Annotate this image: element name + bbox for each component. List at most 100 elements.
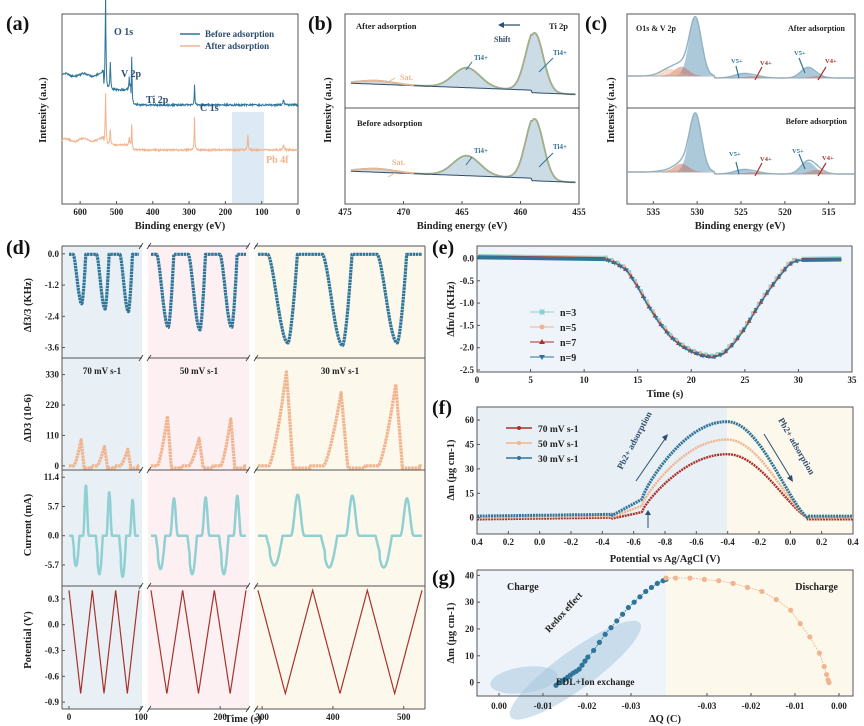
- x-tick-label-a: 0: [296, 207, 301, 217]
- x-tick-label-f: -0.2: [564, 537, 579, 547]
- annotation-v4-1: V4+: [760, 60, 772, 67]
- x-tick-label-e: 35: [848, 375, 858, 385]
- discharge-point: [759, 589, 764, 594]
- discharge-point: [824, 672, 829, 677]
- legend-label-n=9: n=9: [560, 353, 576, 364]
- y-tick-label-d: 11.4: [44, 472, 60, 482]
- y-tick-label-d: 5.7: [48, 501, 60, 511]
- annotation-pb4f: Pb 4f: [266, 155, 289, 166]
- panel-e: (e) 0 5 10 15 20 25 30 35 0.0 -0.5 -1.0 -1.5 -2.0 -2.…: [432, 237, 857, 400]
- y-tick-label-g: 0: [470, 678, 475, 688]
- charge-point: [591, 648, 596, 653]
- shift-arrow-head: [498, 22, 504, 28]
- x-axis-label-f: Potential vs Ag/AgCl (V): [610, 554, 721, 565]
- annotation-sat-before: Sat.: [392, 158, 405, 167]
- x-tick-label-d: 400: [326, 712, 340, 722]
- x-tick-label-c: 525: [734, 207, 748, 217]
- x-axis-label-a: Binding energy (eV): [135, 221, 226, 232]
- series-before-line: [62, 0, 298, 106]
- x-tick-label-f: -0.4: [595, 537, 610, 547]
- annotation-ti4-3: Ti4+: [474, 147, 488, 155]
- subpanel-title-after-b: After adsorption: [356, 21, 417, 31]
- x-tick-label-e: 30: [794, 375, 804, 385]
- y-tick-label-g: 10: [465, 651, 475, 661]
- subpanel-title-before-c: Before adsorption: [786, 117, 848, 126]
- x-tick-label-f: 0.0: [785, 537, 797, 547]
- x-axis-label-b: Binding energy (eV): [417, 221, 508, 232]
- y-tick-label-d: -0.3: [45, 646, 60, 656]
- annotation-v2p: V 2p: [121, 69, 142, 80]
- sat-annot-arrow: [388, 78, 395, 82]
- annotation-sat-after: Sat.: [400, 73, 413, 82]
- x-tick-label-e: 25: [740, 375, 750, 385]
- legend-marker-square: [540, 310, 545, 315]
- x-tick-label-g: -0.01: [534, 701, 553, 711]
- subpanel-title-after-c: After adsorption: [788, 24, 846, 33]
- x-tick-label-g: -0.02: [578, 701, 597, 711]
- legend-label-n=5: n=5: [560, 323, 576, 334]
- charge-point: [597, 640, 602, 645]
- discharge-point: [788, 608, 793, 613]
- discharge-point: [663, 575, 668, 580]
- y-tick-label-d: 220: [46, 400, 60, 410]
- y-tick-label-e: -1.5: [460, 320, 475, 330]
- x-axis-label-e: Time (s): [647, 389, 684, 400]
- dense-markers-flat: [477, 258, 606, 260]
- annotation-ti4-2: Ti4+: [553, 49, 567, 57]
- x-tick-label-f: -0.6: [689, 537, 704, 547]
- legend-label-f: 70 mV s-1: [538, 425, 579, 435]
- discharge-point: [807, 634, 812, 639]
- legend-label-after: After adsorption: [205, 41, 269, 51]
- y-axis-label-a: Intensity (a.u.): [38, 77, 49, 143]
- charge-point: [649, 585, 654, 590]
- panel-label-g: (g): [432, 567, 455, 589]
- plot-frame-c: [627, 14, 855, 204]
- legend-label-f: 50 mV s-1: [538, 440, 579, 450]
- annotation-c1s: C 1s: [200, 103, 219, 114]
- x-axis-label-d: Time (s): [225, 714, 262, 725]
- x-tick-label-e: 10: [580, 375, 590, 385]
- y-tick-label-e: -1.0: [460, 298, 475, 308]
- segment-label-50: 50 mV s-1: [180, 366, 219, 376]
- legend-label-f: 30 mV s-1: [538, 455, 579, 465]
- x-tick-label-d: 0: [67, 712, 72, 722]
- y-tick-label-d: -1.2: [45, 280, 60, 290]
- y-tick-label-f: 45: [465, 439, 475, 449]
- annotation-o1s-v2p: O1s & V 2p: [636, 24, 676, 33]
- panel-a: (a) 600 500 400 300 200 100 0 Binding energy (…: [6, 0, 301, 232]
- y-tick-label-f: 60: [465, 415, 475, 425]
- annotation-ti2p: Ti 2p: [146, 95, 169, 106]
- discharge-point: [822, 664, 827, 669]
- discharge-point: [716, 578, 721, 583]
- y-tick-label-e: 0.0: [463, 253, 475, 263]
- x-tick-label-g: -0.01: [786, 701, 805, 711]
- annotation-ti4-4: Ti4+: [553, 143, 567, 151]
- x-axis-label-g: ΔQ (C): [649, 714, 681, 725]
- y-tick-label-g: 30: [465, 597, 475, 607]
- x-tick-label-e: 5: [528, 375, 533, 385]
- axis-break-gap: [249, 243, 255, 713]
- y-tick-label-d: -2.4: [45, 311, 60, 321]
- region-label-discharge: Discharge: [795, 582, 838, 593]
- legend-marker-f: [517, 441, 521, 445]
- x-tick-label-f: -0.2: [752, 537, 767, 547]
- region-label-charge: Charge: [507, 582, 539, 593]
- x-tick-label-e: 15: [633, 375, 643, 385]
- x-tick-label-g: -0.02: [742, 701, 761, 711]
- charge-point: [632, 600, 637, 605]
- x-axis-label-c: Binding energy (eV): [695, 221, 786, 232]
- y-tick-label-f: 0: [470, 513, 475, 523]
- y-tick-label-e: -0.5: [460, 276, 475, 286]
- charge-point: [655, 581, 660, 586]
- x-tick-label-f: 0.2: [816, 537, 828, 547]
- y-tick-label-d: 0.0: [48, 249, 60, 259]
- charge-point: [626, 605, 631, 610]
- y-tick-label-g: 20: [465, 624, 475, 634]
- charge-point: [603, 632, 608, 637]
- x-tick-label-b: 475: [338, 207, 352, 217]
- discharge-point: [798, 621, 803, 626]
- charge-point: [637, 594, 642, 599]
- x-tick-label-a: 400: [146, 207, 160, 217]
- y-tick-label-f: 15: [465, 488, 475, 498]
- panel-label-f: (f): [432, 397, 452, 419]
